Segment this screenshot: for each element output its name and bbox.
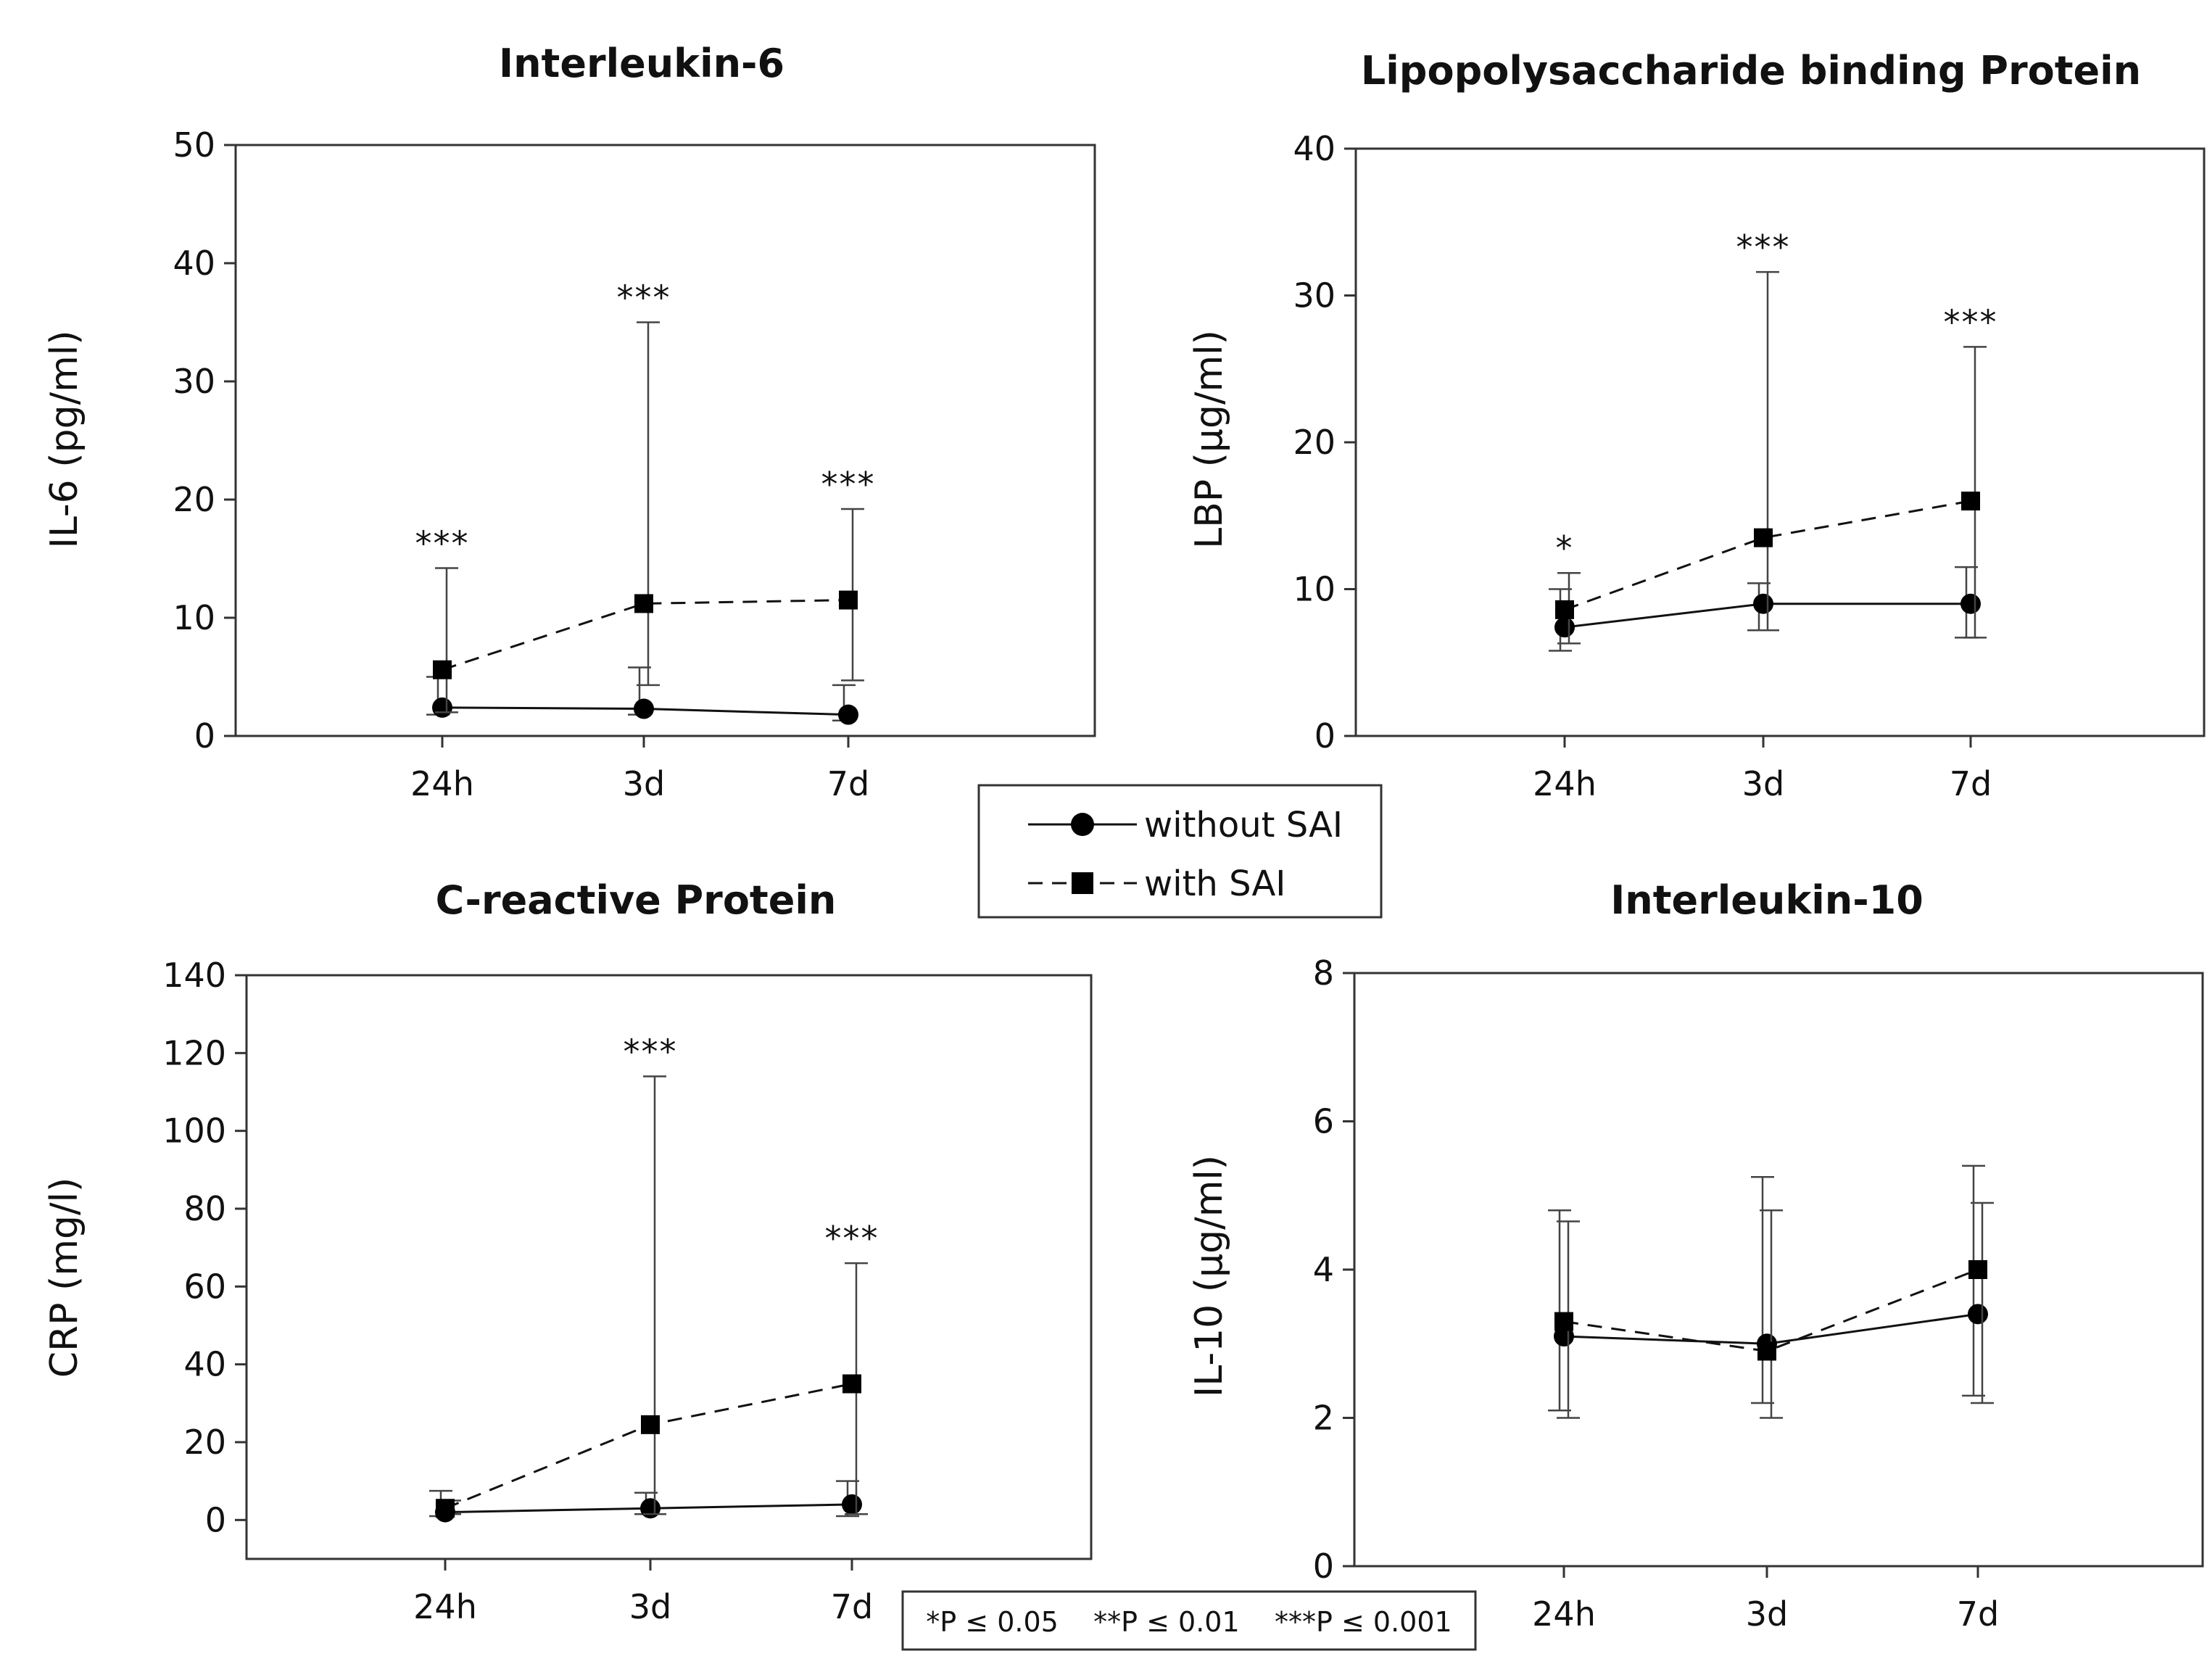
y-tick-label: 0 [1314, 716, 1336, 756]
x-tick-label: 3d [1746, 1594, 1788, 1634]
data-point-with-sai [1754, 528, 1773, 547]
data-point-with-sai [1554, 1312, 1573, 1331]
data-point-with-sai [842, 1374, 861, 1394]
chart-title: Interleukin-10 [1610, 877, 1924, 923]
chart-title: C-reactive Protein [436, 877, 837, 923]
y-tick-label: 20 [183, 1423, 226, 1462]
legend-label-with-sai: with SAI [1144, 864, 1285, 904]
y-tick-label: 20 [173, 480, 215, 519]
y-tick-label: 40 [173, 244, 215, 283]
y-tick-label: 120 [162, 1033, 226, 1072]
data-point-without-sai [1554, 617, 1575, 638]
data-point-without-sai [1960, 593, 1981, 614]
data-point-with-sai [433, 660, 452, 679]
data-point-with-sai [641, 1415, 660, 1434]
y-tick-label: 60 [183, 1267, 226, 1306]
y-tick-label: 0 [205, 1500, 226, 1539]
significance-label: *** [624, 1033, 678, 1072]
significance-label: *** [617, 278, 671, 318]
y-tick-label: 50 [173, 125, 215, 165]
y-tick-label: 20 [1293, 423, 1336, 462]
significance-label: *** [825, 1219, 879, 1258]
data-point-without-sai [432, 697, 452, 718]
x-tick-label: 24h [1532, 1594, 1596, 1634]
x-tick-label: 7d [831, 1587, 873, 1626]
y-tick-label: 0 [194, 716, 215, 756]
chart-panel-il10: Interleukin-10 IL-10 (µg/ml) 0 2 4 6 8 24h 3d 7… [1188, 877, 2204, 1634]
data-point-with-sai [1968, 1260, 1987, 1279]
data-point-with-sai [839, 590, 858, 610]
y-tick-label: 100 [162, 1112, 226, 1151]
data-point-with-sai [1961, 492, 1980, 510]
legend-box [977, 784, 1383, 919]
data-point-with-sai [634, 594, 653, 613]
x-tick-label: 7d [1950, 764, 1992, 803]
chart-panel-crp: C-reactive Protein CRP (mg/l) 0 20 40 60 80 1… [43, 877, 1093, 1626]
data-point-without-sai [842, 1494, 862, 1515]
x-tick-label: 3d [623, 764, 665, 803]
x-tick-label: 3d [629, 1587, 671, 1626]
x-tick-label: 24h [410, 764, 474, 803]
y-tick-label: 10 [1293, 570, 1336, 609]
significance-label: * [1556, 529, 1574, 568]
y-tick-label: 6 [1313, 1102, 1334, 1141]
significance-label: *** [821, 465, 876, 504]
data-point-without-sai [838, 704, 858, 725]
x-tick-label: 24h [1533, 764, 1597, 803]
x-tick-label: 24h [413, 1587, 477, 1626]
significance-label: *** [1736, 228, 1791, 267]
data-point-without-sai [634, 698, 654, 719]
y-tick-label: 2 [1313, 1399, 1334, 1438]
y-tick-label: 10 [173, 598, 215, 637]
data-point-with-sai [436, 1499, 455, 1518]
legend: without SAI with SAI [977, 784, 1383, 919]
y-tick-label: 30 [1293, 276, 1336, 315]
legend-label-without-sai: without SAI [1144, 805, 1343, 845]
significance-label: *** [415, 524, 470, 563]
y-tick-label: 30 [173, 362, 215, 401]
y-axis-label: LBP (µg/ml) [1188, 330, 1231, 549]
plot-frame [234, 144, 1096, 737]
y-tick-label: 0 [1313, 1547, 1334, 1586]
pvalue-text: *P ≤ 0.05 **P ≤ 0.01 ***P ≤ 0.001 [926, 1606, 1452, 1638]
chart-panel-il6: Interleukin-6 IL-6 (pg/ml) 0 10 20 30 40 50 24… [43, 41, 1096, 803]
significance-label: *** [1944, 302, 1998, 342]
x-tick-label: 3d [1742, 764, 1784, 803]
y-tick-label: 80 [183, 1189, 226, 1228]
chart-panel-lbp: Lipopolysaccharide binding Protein LBP (… [1188, 48, 2206, 803]
y-tick-label: 4 [1313, 1250, 1334, 1289]
plot-frame [245, 974, 1093, 1560]
legend-marker-circle [1071, 813, 1094, 836]
series-line-with-sai [442, 599, 849, 671]
data-point-without-sai [640, 1498, 661, 1519]
y-axis-label: IL-6 (pg/ml) [43, 331, 86, 549]
legend-marker-square [1072, 872, 1093, 894]
y-tick-label: 140 [162, 956, 226, 995]
data-point-without-sai [1968, 1304, 1988, 1325]
data-point-without-sai [1753, 593, 1773, 614]
y-axis-label: IL-10 (µg/ml) [1188, 1155, 1231, 1397]
data-point-with-sai [1757, 1341, 1776, 1361]
x-tick-label: 7d [1957, 1594, 1999, 1634]
pvalue-box [901, 1590, 1477, 1651]
y-axis-label: CRP (mg/l) [43, 1178, 86, 1378]
chart-title: Lipopolysaccharide binding Protein [1361, 48, 2141, 94]
pvalue-note: *P ≤ 0.05 **P ≤ 0.01 ***P ≤ 0.001 [901, 1590, 1477, 1651]
data-point-with-sai [1555, 600, 1574, 619]
x-tick-label: 7d [827, 764, 869, 803]
y-tick-label: 40 [183, 1345, 226, 1384]
chart-title: Interleukin-6 [499, 41, 784, 86]
y-tick-label: 8 [1313, 953, 1334, 993]
y-tick-label: 40 [1293, 129, 1336, 168]
